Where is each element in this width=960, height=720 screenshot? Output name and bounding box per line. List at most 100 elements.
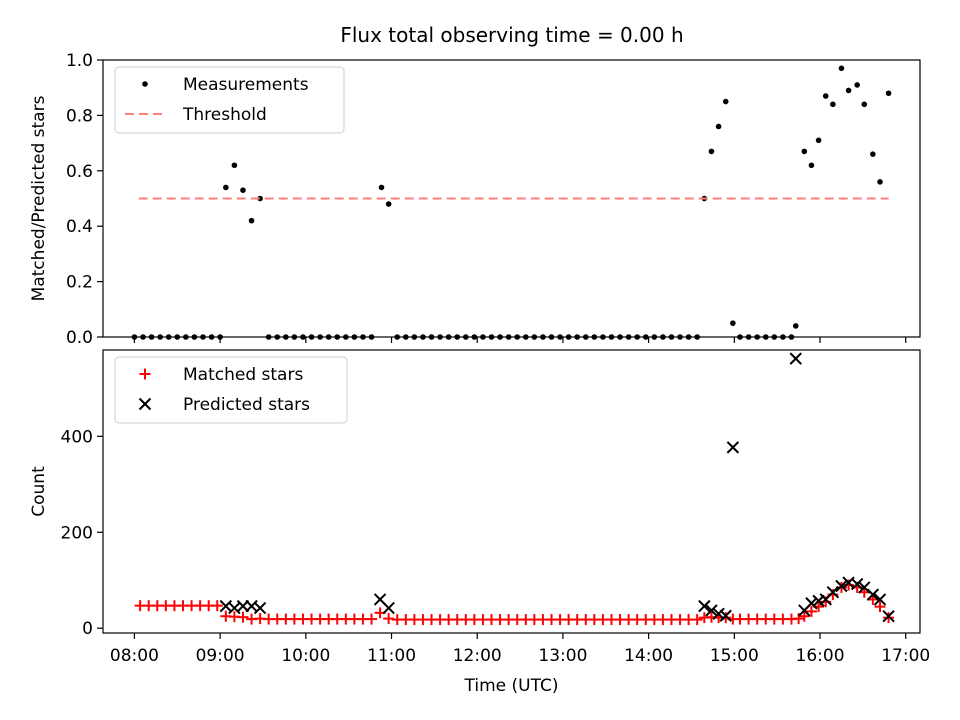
predicted-point: [382, 601, 395, 615]
measurement-point: [454, 334, 461, 340]
legend-predicted-swatch-b: [138, 397, 152, 411]
measurement-point: [762, 334, 769, 340]
predicted-point: [873, 593, 887, 606]
matched-point: [691, 614, 703, 626]
measurement-point: [540, 334, 546, 340]
measurement-point: [420, 334, 426, 340]
predicted-point: [850, 577, 864, 591]
measurement-point: [694, 334, 700, 340]
measurement-point: [378, 184, 385, 191]
top-ytick-label: 0.6: [66, 162, 93, 182]
measurement-point: [471, 334, 478, 340]
measurement-point: [801, 148, 808, 155]
top-legend-label: Measurements: [183, 75, 309, 95]
measurement-point: [877, 179, 883, 185]
bottom-axes-frame: [102, 349, 921, 634]
predicted-point: [882, 610, 895, 623]
measurement-point: [360, 334, 366, 340]
top-legend-box: [114, 66, 345, 134]
measurement-point: [283, 334, 289, 340]
predicted-point-b: [882, 610, 895, 623]
xtick-label: 14:00: [624, 646, 673, 666]
measurement-point: [257, 195, 263, 202]
measurement-point: [428, 334, 435, 340]
measurement-point: [822, 93, 829, 99]
measurement-point: [488, 334, 495, 340]
xlabel: Time (UTC): [464, 676, 559, 696]
xtick-label: 13:00: [538, 646, 587, 666]
measurement-point: [411, 334, 418, 340]
measurement-point: [668, 334, 675, 340]
bottom-panel: 0 200 400 08:00 09:00 10:00 11:00 12:00 13:00 14:…: [29, 349, 930, 696]
measurement-point: [351, 334, 358, 340]
measurement-point: [708, 148, 715, 155]
measurement-point: [642, 334, 649, 340]
xtick-label: 11:00: [367, 646, 416, 666]
predicted-point-b: [835, 579, 848, 593]
measurement-point: [343, 334, 349, 340]
measurement-point: [574, 334, 581, 340]
xtick-label: 15:00: [710, 646, 759, 666]
measurement-point: [291, 334, 298, 340]
predicted-point-b: [858, 581, 871, 594]
top-ytick-label: 0.2: [66, 273, 93, 293]
predicted-point: [866, 588, 880, 601]
matched-point: [883, 612, 895, 624]
measurement-point: [265, 334, 272, 340]
predicted-point: [726, 441, 740, 454]
measurement-point: [745, 334, 752, 340]
measurement-point: [582, 334, 589, 340]
measurement-point: [600, 334, 606, 340]
measurement-point: [300, 334, 306, 340]
predicted-point: [835, 579, 848, 593]
top-ytick-label: 0.0: [66, 328, 93, 348]
measurement-point: [200, 334, 206, 340]
measurement-point: [617, 334, 623, 340]
matched-point: [805, 605, 817, 617]
measurement-point: [148, 334, 155, 340]
measurement-point: [368, 334, 375, 340]
bottom-ytick-label: 0: [82, 619, 93, 639]
measurement-point: [462, 334, 469, 340]
xtick-label: 16:00: [796, 646, 845, 666]
predicted-point-b: [373, 593, 387, 606]
measurement-point: [808, 162, 815, 169]
measurement-point: [591, 334, 598, 340]
bottom-legend: Matched stars Predicted stars: [114, 356, 348, 424]
measurement-point: [248, 217, 255, 224]
measurement-point: [608, 334, 615, 340]
measurement-point: [625, 334, 632, 340]
measurement-point: [565, 334, 572, 340]
measurement-point: [780, 334, 786, 340]
measurement-point: [217, 334, 223, 340]
predicted-point: [719, 609, 732, 622]
predicted-point-b: [873, 593, 887, 606]
predicted-point: [805, 597, 818, 610]
measurement-point: [165, 334, 172, 340]
measurement-point: [715, 123, 722, 130]
top-legend: Measurements Threshold: [114, 66, 345, 134]
measurement-point: [183, 334, 189, 340]
measurement-point: [557, 334, 563, 340]
measurement-point: [788, 334, 795, 340]
measurement-point: [394, 334, 401, 340]
matched-point: [874, 601, 886, 613]
measurement-point: [325, 334, 332, 340]
bottom-legend-box: [114, 356, 348, 424]
measurement-point: [385, 201, 392, 207]
predicted-point: [789, 352, 802, 365]
xtick-label: 08:00: [110, 646, 159, 666]
measurement-point: [854, 82, 860, 88]
measurement-point: [131, 334, 138, 340]
predicted-point-b: [705, 604, 718, 617]
measurement-point: [317, 334, 323, 340]
measurement-point: [660, 334, 666, 340]
top-legend-label: Threshold: [182, 105, 267, 125]
measurement-point: [548, 334, 555, 340]
top-axes-frame: [102, 59, 921, 338]
measurement-point: [174, 334, 181, 340]
xtick-label: 17:00: [881, 646, 930, 666]
measurement-point: [677, 334, 683, 340]
bottom-ytick-label: 400: [61, 427, 93, 447]
